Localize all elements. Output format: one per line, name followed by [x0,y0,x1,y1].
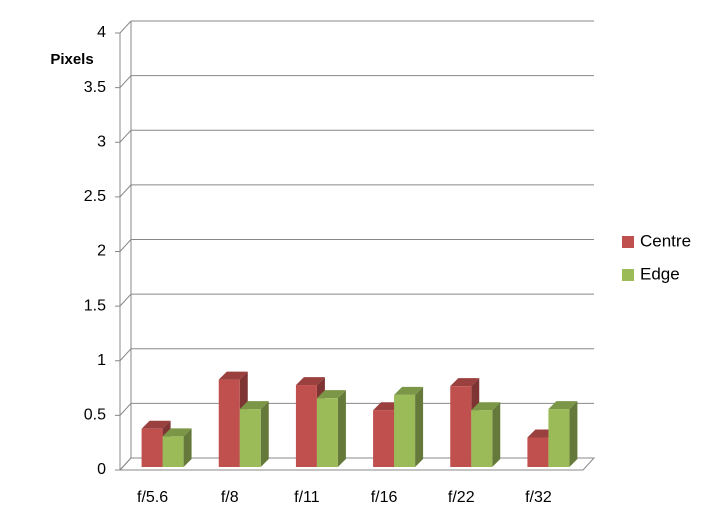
bar-top [316,390,346,399]
grid-line [119,457,132,471]
bar [162,436,184,467]
bar [295,385,317,467]
grid-line [119,129,132,143]
bar [548,409,570,467]
bar [141,428,163,467]
grid-line [119,20,132,34]
bar-top [162,428,192,437]
bar [394,394,416,467]
bar-top [239,401,269,410]
y-tick-label: 0.5 [84,407,106,424]
bar-top [295,377,325,386]
bar-side [569,401,578,467]
y-tick-label: 1.5 [84,297,106,314]
y-tick-label: 0 [97,461,106,478]
bar-side [260,401,269,467]
bar-side [337,390,346,467]
x-tick-label: f/5.6 [137,489,168,506]
bar [373,410,395,467]
grid-line [119,75,132,88]
bar [527,437,549,467]
x-tick-label: f/22 [448,489,475,506]
x-tick-label: f/16 [371,489,398,506]
bar-side [492,402,501,467]
y-tick-label: 4 [97,24,106,41]
bar-side [183,428,192,467]
bar-top [394,386,424,395]
grid-line [119,293,132,307]
y-tick-label: 3 [97,133,106,150]
legend-label: Centre [640,231,691,250]
y-tick-label: 3.5 [84,79,106,96]
bar-side [415,386,424,467]
y-tick-label: 2 [97,243,106,260]
bar-top [471,402,501,411]
bar-top [218,371,248,380]
bar [316,398,338,467]
grid-line [119,239,132,252]
bar [450,386,472,467]
grid-line [119,348,132,362]
legend-label: Edge [640,264,680,283]
legend-swatch [622,236,634,248]
y-tick-label: 1 [97,352,106,369]
bar [218,379,240,467]
x-tick-label: f/32 [525,489,552,506]
bar [471,410,493,467]
y-tick-label: 2.5 [84,188,106,205]
legend-swatch [622,269,634,281]
bar [239,409,261,467]
floor [118,457,596,471]
bar-top [141,420,171,429]
bar-top [548,401,578,410]
bar-top [450,378,480,387]
grid-line [119,403,132,416]
x-tick-label: f/11 [294,489,320,506]
grid-line [119,184,132,198]
y-axis-label: Pixels [50,51,93,68]
x-tick-label: f/8 [221,489,239,506]
